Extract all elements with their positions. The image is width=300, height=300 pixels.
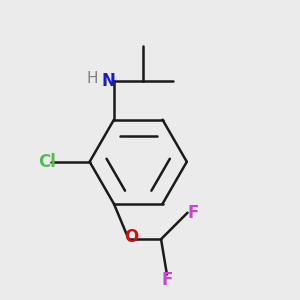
Text: H: H xyxy=(87,71,98,86)
Text: F: F xyxy=(187,204,199,222)
Text: N: N xyxy=(102,72,116,90)
Text: Cl: Cl xyxy=(38,153,56,171)
Text: O: O xyxy=(124,228,138,246)
Text: F: F xyxy=(161,271,172,289)
